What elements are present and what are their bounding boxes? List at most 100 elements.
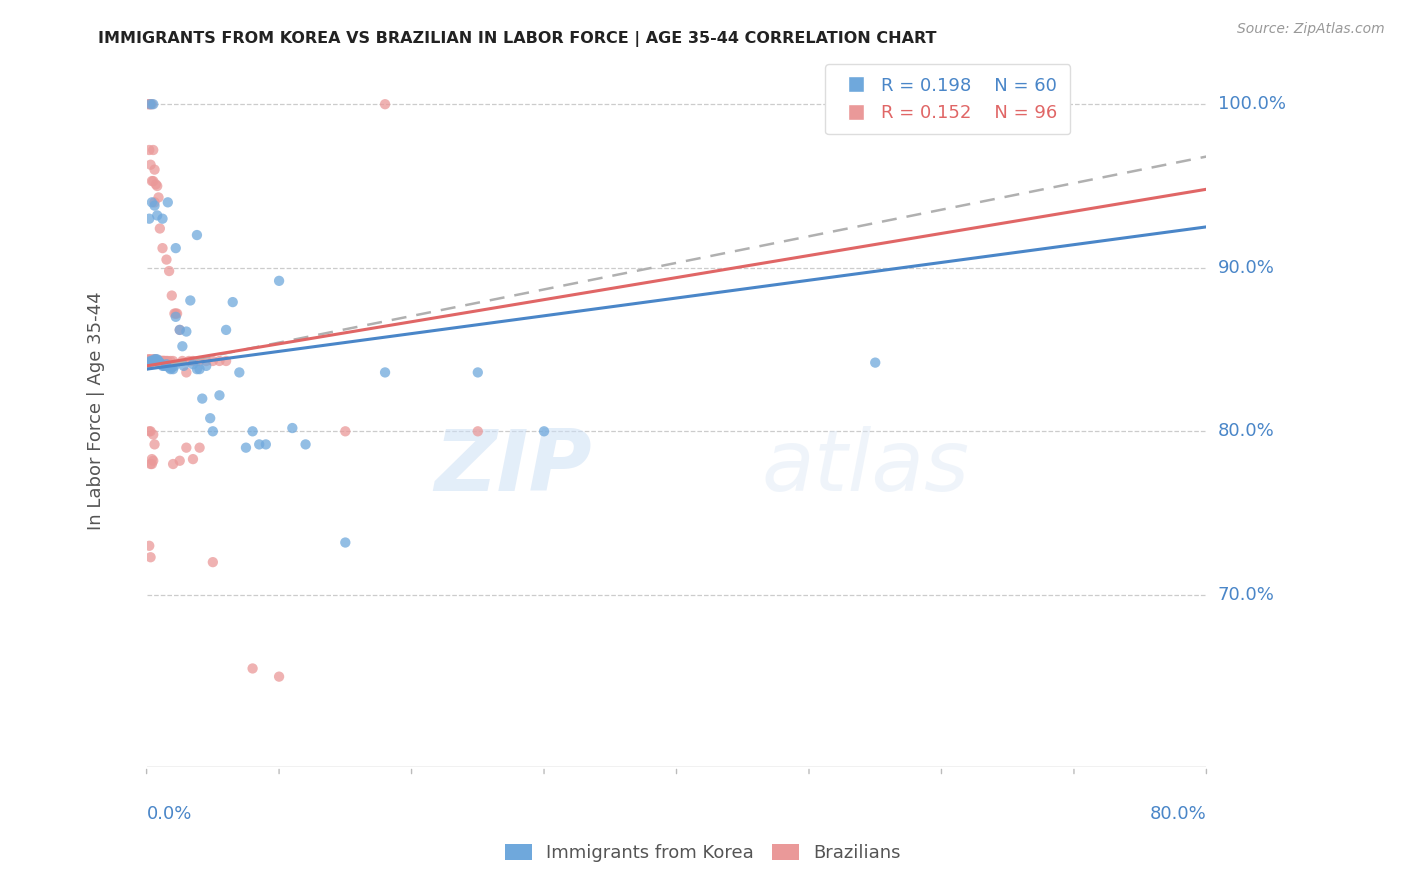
- Point: [172, 354, 194, 368]
- Point: [467, 425, 489, 439]
- Point: [166, 307, 188, 321]
- Point: [159, 362, 181, 376]
- Point: [374, 97, 396, 112]
- Point: [153, 354, 176, 368]
- Point: [169, 323, 191, 337]
- Point: [141, 354, 163, 368]
- Point: [136, 97, 159, 112]
- Point: [139, 354, 162, 368]
- Point: [181, 354, 204, 368]
- Point: [155, 252, 177, 267]
- Point: [165, 241, 187, 255]
- Point: [156, 359, 179, 373]
- Point: [228, 366, 250, 380]
- Point: [139, 354, 162, 368]
- Point: [148, 354, 170, 368]
- Point: [152, 211, 174, 226]
- Point: [143, 437, 166, 451]
- Point: [208, 354, 231, 368]
- Point: [138, 539, 160, 553]
- Text: atlas: atlas: [761, 426, 969, 509]
- Point: [141, 195, 163, 210]
- Point: [242, 661, 264, 675]
- Point: [177, 354, 200, 368]
- Point: [374, 366, 396, 380]
- Point: [235, 441, 257, 455]
- Point: [155, 354, 177, 368]
- Point: [149, 354, 172, 368]
- Point: [169, 454, 191, 468]
- Point: [148, 354, 170, 368]
- Point: [142, 354, 165, 368]
- Point: [155, 357, 177, 371]
- Point: [141, 354, 163, 368]
- Point: [467, 366, 489, 380]
- Point: [157, 264, 180, 278]
- Point: [138, 211, 160, 226]
- Point: [152, 354, 174, 368]
- Point: [176, 441, 198, 455]
- Point: [143, 354, 166, 368]
- Point: [159, 354, 181, 368]
- Point: [142, 352, 165, 367]
- Point: [267, 274, 290, 288]
- Point: [142, 454, 165, 468]
- Point: [149, 354, 172, 368]
- Point: [201, 555, 224, 569]
- Point: [146, 209, 169, 223]
- Point: [138, 97, 160, 112]
- Point: [215, 354, 238, 368]
- Point: [138, 354, 160, 368]
- Point: [141, 354, 163, 368]
- Point: [139, 352, 162, 367]
- Point: [145, 354, 167, 368]
- Point: [152, 354, 174, 368]
- Point: [215, 323, 238, 337]
- Text: 90.0%: 90.0%: [1218, 259, 1274, 277]
- Point: [865, 356, 887, 370]
- Point: [173, 359, 195, 373]
- Point: [145, 352, 167, 367]
- Point: [138, 354, 160, 368]
- Point: [136, 356, 159, 370]
- Point: [138, 357, 160, 371]
- Point: [141, 354, 163, 368]
- Point: [146, 178, 169, 193]
- Legend: R = 0.198    N = 60, R = 0.152    N = 96: R = 0.198 N = 60, R = 0.152 N = 96: [825, 64, 1070, 135]
- Point: [142, 97, 165, 112]
- Point: [139, 354, 162, 368]
- Point: [149, 221, 172, 235]
- Point: [136, 352, 159, 367]
- Text: 80.0%: 80.0%: [1218, 422, 1274, 441]
- Point: [188, 362, 211, 376]
- Point: [222, 295, 245, 310]
- Point: [153, 354, 176, 368]
- Point: [143, 162, 166, 177]
- Point: [142, 427, 165, 442]
- Point: [143, 199, 166, 213]
- Point: [335, 535, 357, 549]
- Point: [139, 158, 162, 172]
- Point: [139, 354, 162, 368]
- Point: [160, 288, 183, 302]
- Point: [198, 411, 221, 425]
- Text: 0.0%: 0.0%: [146, 805, 193, 823]
- Point: [150, 354, 173, 368]
- Point: [148, 354, 170, 368]
- Point: [162, 362, 184, 376]
- Point: [149, 356, 172, 370]
- Point: [195, 354, 218, 368]
- Point: [181, 357, 204, 371]
- Point: [139, 97, 162, 112]
- Point: [179, 293, 201, 308]
- Point: [146, 354, 169, 368]
- Point: [136, 354, 159, 368]
- Point: [176, 366, 198, 380]
- Point: [176, 325, 198, 339]
- Point: [145, 352, 167, 367]
- Point: [139, 425, 162, 439]
- Point: [143, 352, 166, 367]
- Text: 80.0%: 80.0%: [1150, 805, 1206, 823]
- Point: [138, 143, 160, 157]
- Point: [148, 190, 170, 204]
